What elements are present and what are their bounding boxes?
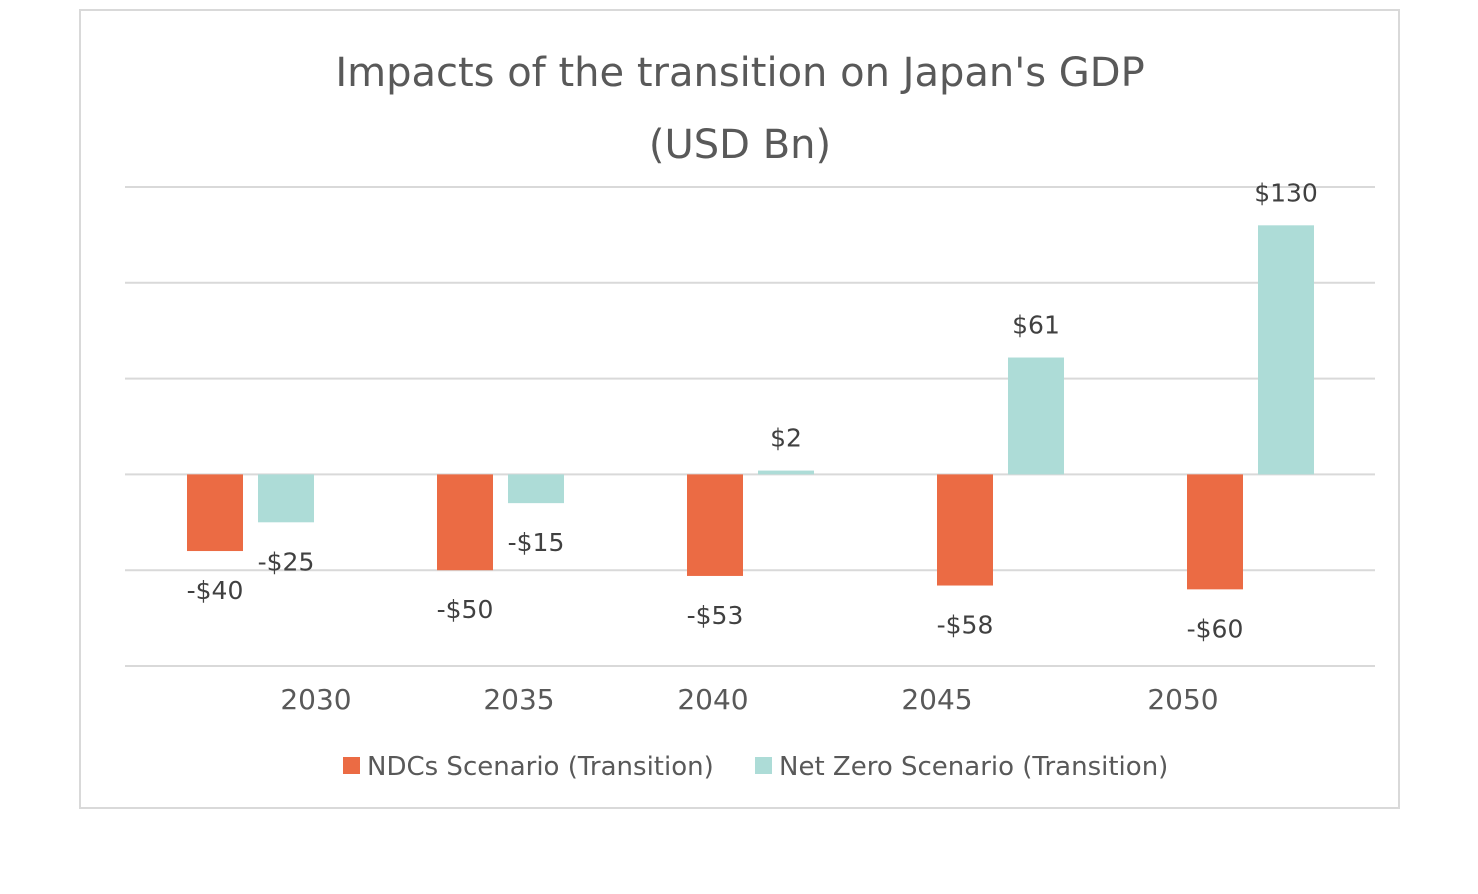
bar-netzero-2050: [1258, 225, 1314, 475]
data-label-netzero-2035: -$15: [508, 528, 565, 557]
data-label-netzero-2050: $130: [1254, 178, 1318, 207]
x-axis-ticks: 2030 2035 2040 2045 2050: [280, 683, 1218, 716]
data-labels: -$40 -$25 -$50 -$15 -$53 $2 -$58 $61 -$60 $130: [187, 178, 1318, 643]
bar-netzero-2035: [508, 474, 564, 504]
bar-ndcs-2030: [187, 474, 243, 552]
data-label-ndcs-2045: -$58: [937, 611, 994, 640]
data-label-netzero-2045: $61: [1012, 311, 1060, 340]
bar-netzero-2045: [1008, 357, 1064, 475]
data-label-ndcs-2035: -$50: [437, 595, 494, 624]
data-label-netzero-2030: -$25: [258, 547, 315, 576]
legend: NDCs Scenario (Transition) Net Zero Scena…: [343, 752, 1168, 782]
chart-title: Impacts of the transition on Japan's GDP: [335, 50, 1144, 96]
x-tick-label-2030: 2030: [280, 683, 351, 716]
data-label-ndcs-2040: -$53: [687, 601, 744, 630]
data-label-ndcs-2050: -$60: [1187, 614, 1244, 643]
legend-swatch-ndcs: [343, 757, 360, 774]
data-label-netzero-2040: $2: [770, 424, 802, 453]
chart-subtitle: (USD Bn): [649, 122, 831, 168]
chart-frame: [79, 9, 1400, 809]
x-tick-label-2050: 2050: [1147, 683, 1218, 716]
bar-netzero-2030: [258, 474, 314, 523]
bar-ndcs-2040: [687, 474, 743, 576]
x-tick-label-2035: 2035: [483, 683, 554, 716]
data-label-ndcs-2030: -$40: [187, 576, 244, 605]
legend-label-ndcs: NDCs Scenario (Transition): [367, 752, 714, 782]
bar-ndcs-2035: [437, 474, 493, 571]
bar-ndcs-2045: [937, 474, 993, 586]
x-tick-label-2045: 2045: [901, 683, 972, 716]
bar-netzero-2040: [758, 470, 814, 475]
legend-swatch-netzero: [755, 757, 772, 774]
bars: [187, 225, 1314, 590]
gridlines: [125, 186, 1375, 667]
x-tick-label-2040: 2040: [677, 683, 748, 716]
legend-label-netzero: Net Zero Scenario (Transition): [779, 752, 1168, 782]
bar-ndcs-2050: [1187, 474, 1243, 590]
